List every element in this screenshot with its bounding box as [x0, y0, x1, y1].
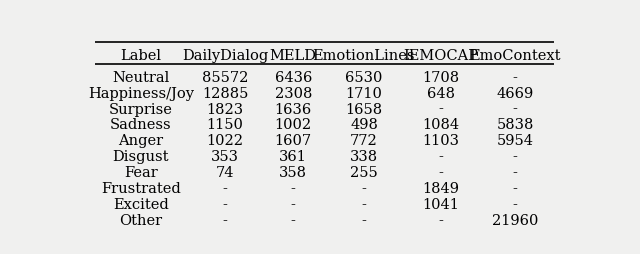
Text: 1607: 1607	[275, 134, 312, 148]
Text: Label: Label	[120, 49, 161, 63]
Text: -: -	[438, 150, 444, 164]
Text: Other: Other	[119, 213, 163, 227]
Text: EmoContext: EmoContext	[470, 49, 561, 63]
Text: -: -	[438, 102, 444, 116]
Text: -: -	[438, 166, 444, 179]
Text: 1103: 1103	[422, 134, 460, 148]
Text: -: -	[513, 70, 518, 84]
Text: 338: 338	[350, 150, 378, 164]
Text: Happiness/Joy: Happiness/Joy	[88, 86, 194, 100]
Text: -: -	[291, 197, 296, 211]
Text: -: -	[362, 197, 366, 211]
Text: -: -	[513, 102, 518, 116]
Text: IEMOCAP: IEMOCAP	[403, 49, 478, 63]
Text: -: -	[291, 181, 296, 195]
Text: 5838: 5838	[497, 118, 534, 132]
Text: 74: 74	[216, 166, 234, 179]
Text: 1658: 1658	[346, 102, 383, 116]
Text: -: -	[438, 213, 444, 227]
Text: 353: 353	[211, 150, 239, 164]
Text: DailyDialog: DailyDialog	[182, 49, 268, 63]
Text: 4669: 4669	[497, 86, 534, 100]
Text: 12885: 12885	[202, 86, 248, 100]
Text: 6436: 6436	[275, 70, 312, 84]
Text: EmotionLines: EmotionLines	[313, 49, 415, 63]
Text: 498: 498	[350, 118, 378, 132]
Text: Disgust: Disgust	[113, 150, 169, 164]
Text: 1022: 1022	[207, 134, 244, 148]
Text: 1150: 1150	[207, 118, 243, 132]
Text: 2308: 2308	[275, 86, 312, 100]
Text: 1041: 1041	[422, 197, 460, 211]
Text: -: -	[291, 213, 296, 227]
Text: Anger: Anger	[118, 134, 163, 148]
Text: 5954: 5954	[497, 134, 534, 148]
Text: 361: 361	[279, 150, 307, 164]
Text: 1002: 1002	[275, 118, 312, 132]
Text: 85572: 85572	[202, 70, 248, 84]
Text: -: -	[513, 181, 518, 195]
Text: -: -	[223, 213, 227, 227]
Text: -: -	[362, 181, 366, 195]
Text: -: -	[513, 197, 518, 211]
Text: -: -	[223, 181, 227, 195]
Text: Excited: Excited	[113, 197, 168, 211]
Text: Sadness: Sadness	[110, 118, 172, 132]
Text: Fear: Fear	[124, 166, 157, 179]
Text: 21960: 21960	[492, 213, 538, 227]
Text: 1823: 1823	[207, 102, 244, 116]
Text: 648: 648	[427, 86, 455, 100]
Text: Neutral: Neutral	[112, 70, 170, 84]
Text: MELD: MELD	[270, 49, 317, 63]
Text: 255: 255	[350, 166, 378, 179]
Text: -: -	[223, 197, 227, 211]
Text: 772: 772	[350, 134, 378, 148]
Text: -: -	[513, 166, 518, 179]
Text: -: -	[513, 150, 518, 164]
Text: Frustrated: Frustrated	[101, 181, 180, 195]
Text: 1636: 1636	[275, 102, 312, 116]
Text: 6530: 6530	[345, 70, 383, 84]
Text: 358: 358	[279, 166, 307, 179]
Text: Surprise: Surprise	[109, 102, 173, 116]
Text: 1708: 1708	[422, 70, 460, 84]
Text: 1084: 1084	[422, 118, 460, 132]
Text: 1849: 1849	[422, 181, 460, 195]
Text: -: -	[362, 213, 366, 227]
Text: 1710: 1710	[346, 86, 382, 100]
